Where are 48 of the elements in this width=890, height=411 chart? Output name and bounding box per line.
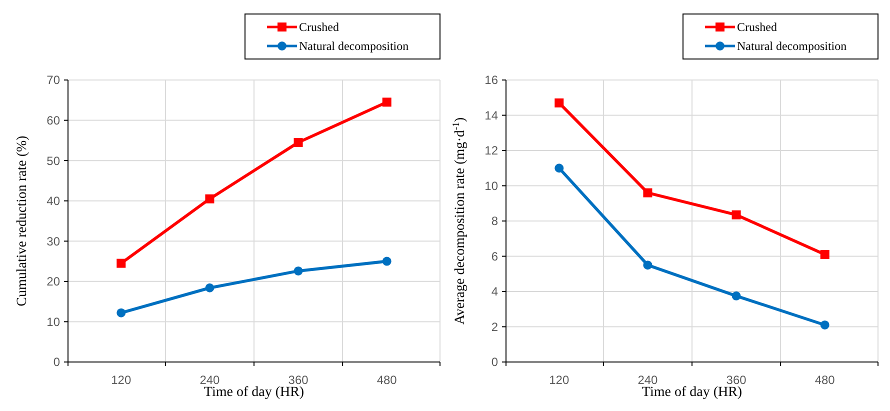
point [382,256,392,266]
point [643,188,652,198]
y-tick-label: 8 [491,214,498,228]
point [116,258,126,268]
y-tick-label: 0 [53,355,60,370]
x-tick-label: 480 [814,373,836,388]
y-tick-label: 50 [46,154,60,168]
legend-label: Natural decomposition [299,39,409,54]
x-tick-label: 120 [111,373,132,388]
point [820,250,830,259]
y-tick-label: 0 [491,355,498,370]
y-tick-label: 14 [484,108,498,122]
x-tick-label: 360 [288,373,309,388]
y-tick-label: 60 [46,113,60,128]
x-tick-label: 480 [376,373,398,388]
point [732,210,741,220]
point [205,194,214,204]
y-axis-title: Cumulative reduction rate (%) [15,135,30,306]
x-axis-title: Time of day (HR) [204,385,304,400]
y-tick-label: 10 [484,178,498,193]
legend-label: Crushed [299,20,339,34]
x-tick-label: 240 [200,373,220,388]
x-tick-label: 360 [726,373,747,388]
x-tick-label: 240 [638,373,658,388]
point [205,283,214,292]
y-tick-label: 30 [46,234,60,248]
point [820,320,830,330]
y-tick-label: 10 [46,314,60,329]
point [732,291,741,300]
point [643,260,652,270]
y-tick-label: 4 [491,284,498,299]
y-tick-label: 16 [484,73,498,88]
y-tick-label: 12 [484,144,498,158]
y-tick-label: 70 [46,73,60,88]
point [554,98,564,108]
y-tick-label: 6 [491,249,498,264]
point [554,164,564,173]
y-tick-label: 2 [491,320,498,334]
point [294,138,303,147]
x-tick-label: 120 [549,373,570,388]
point [294,266,303,276]
y-tick-label: 40 [46,194,60,208]
legend-label: Natural decomposition [737,39,847,54]
x-axis-title: Time of day (HR) [642,385,742,400]
legend-label: Crushed [737,20,777,34]
point [382,98,392,107]
y-tick-label: 20 [46,274,60,289]
point [116,308,126,318]
